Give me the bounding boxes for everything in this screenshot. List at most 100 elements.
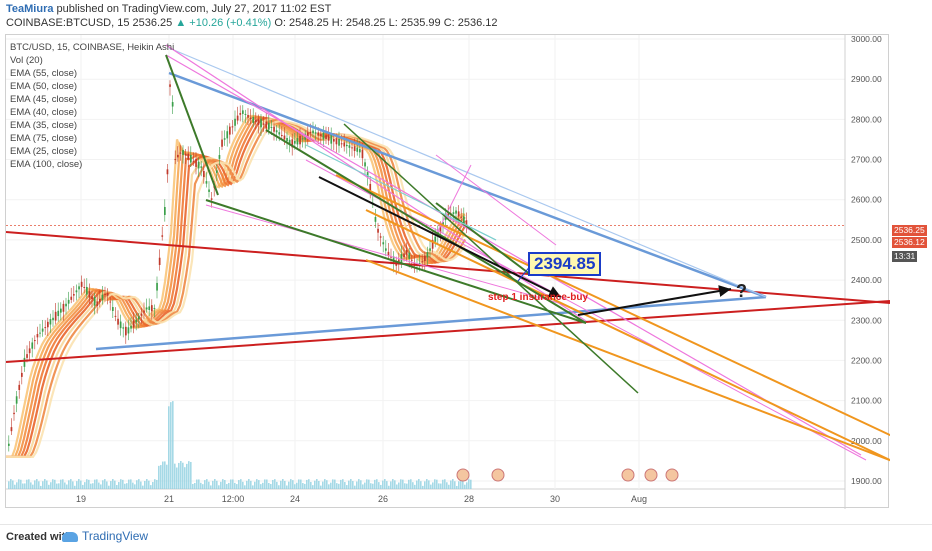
volume-bar	[92, 483, 94, 489]
candle-body	[343, 142, 346, 147]
volume-bar	[64, 482, 66, 489]
volume-bar	[278, 485, 280, 489]
volume-bar	[282, 479, 284, 489]
y-tick-label: 3000.00	[851, 35, 882, 44]
chart-area[interactable]: 3000.00 2900.00 2800.00 2700.00 2600.00 2500.…	[5, 34, 890, 509]
question-annotation: ?	[736, 281, 747, 301]
candle-body	[205, 181, 208, 184]
volume-bar	[432, 482, 434, 489]
candle-body	[231, 126, 234, 128]
volume-bar	[456, 485, 458, 489]
ema-line	[6, 115, 466, 458]
candle-body	[80, 281, 83, 287]
volume-bar	[294, 484, 296, 489]
legend-ema-55[interactable]: EMA (55, close)	[10, 68, 78, 79]
volume-bar	[286, 485, 288, 489]
price-chart[interactable]: 3000.00 2900.00 2800.00 2700.00 2600.00 2500.…	[6, 35, 890, 509]
pink-trendline	[165, 54, 862, 456]
volume-bar	[34, 480, 36, 489]
candle-body	[73, 294, 75, 296]
volume-bar	[10, 479, 12, 489]
volume-bar	[288, 481, 290, 489]
candle-body	[260, 118, 262, 128]
candle-body	[153, 308, 156, 310]
volume-bar	[266, 479, 268, 489]
legend-main[interactable]: BTC/USD, 15, COINBASE, Heikin Ashi	[10, 42, 175, 53]
candle-body	[275, 130, 278, 133]
candle-body	[400, 253, 403, 263]
volume-bar	[240, 479, 242, 489]
event-icon	[491, 468, 505, 482]
legend-ema-50[interactable]: EMA (50, close)	[10, 81, 78, 92]
candle-body	[273, 126, 275, 132]
volume-bar	[74, 485, 76, 489]
volume-bar	[290, 479, 292, 489]
legend-ema-25[interactable]: EMA (25, close)	[10, 146, 78, 157]
volume-bar	[462, 480, 464, 489]
volume-bar	[304, 483, 306, 489]
ema-line	[6, 119, 466, 458]
volume-bar	[28, 479, 30, 489]
volume-bar	[152, 481, 154, 489]
legend-volume[interactable]: Vol (20)	[10, 55, 43, 66]
candle-body	[385, 248, 387, 251]
volume-bar	[392, 479, 394, 489]
candle-body	[299, 136, 301, 145]
candle-body	[119, 321, 122, 329]
volume-bar	[104, 479, 106, 489]
candle-body	[340, 143, 343, 145]
volume-bar	[222, 479, 224, 489]
candle-body	[106, 293, 109, 296]
candle-body	[294, 140, 296, 144]
candle-body	[369, 183, 372, 193]
volume-bar	[32, 484, 34, 489]
candle-body	[390, 256, 392, 258]
volume-bar	[148, 480, 150, 489]
volume-bar	[320, 485, 322, 489]
volume-bar	[58, 483, 60, 489]
legend-ema-45[interactable]: EMA (45, close)	[10, 94, 78, 105]
footer-brand-link[interactable]: TradingView	[62, 529, 148, 543]
candle-body	[296, 138, 299, 145]
volume-bar	[376, 479, 378, 489]
volume-bar	[364, 482, 366, 489]
candle-body	[114, 315, 117, 317]
candle-body	[171, 102, 174, 107]
volume-bar	[174, 463, 176, 489]
volume-bar	[70, 479, 72, 489]
author-name[interactable]: TeaMiura	[6, 3, 54, 15]
volume-bar	[270, 483, 272, 489]
volume-bar	[52, 479, 54, 489]
volume-bar	[398, 482, 400, 489]
candle-body	[278, 132, 281, 135]
legend-ema-100[interactable]: EMA (100, close)	[10, 159, 83, 170]
volume-bar	[390, 481, 392, 489]
volume-bar	[442, 479, 444, 489]
candle-body	[252, 116, 255, 123]
y-tick-label: 2400.00	[851, 275, 882, 285]
legend-ema-75[interactable]: EMA (75, close)	[10, 133, 78, 144]
publish-info: published on TradingView.com, July 27, 2…	[56, 3, 332, 15]
volume-bar	[62, 479, 64, 489]
volume-bar	[402, 479, 404, 489]
candle-body	[359, 149, 361, 153]
red-trendline	[6, 231, 890, 304]
candle-body	[268, 122, 270, 130]
volume-bar	[224, 480, 226, 489]
candle-body	[452, 212, 455, 215]
volume-bar	[308, 479, 310, 489]
volume-bar	[134, 484, 136, 489]
candle-body	[88, 291, 91, 298]
legend-ema-35[interactable]: EMA (35, close)	[10, 120, 78, 131]
candle-body	[60, 308, 62, 313]
volume-bar	[326, 480, 328, 489]
volume-bar	[48, 484, 50, 489]
volume-bar	[360, 480, 362, 489]
legend-ema-40[interactable]: EMA (40, close)	[10, 107, 78, 118]
volume-bar	[314, 480, 316, 489]
volume-bar	[382, 480, 384, 489]
volume-bar	[96, 479, 98, 489]
candle-body	[421, 261, 424, 263]
candle-body	[99, 298, 101, 303]
candle-body	[117, 318, 119, 325]
